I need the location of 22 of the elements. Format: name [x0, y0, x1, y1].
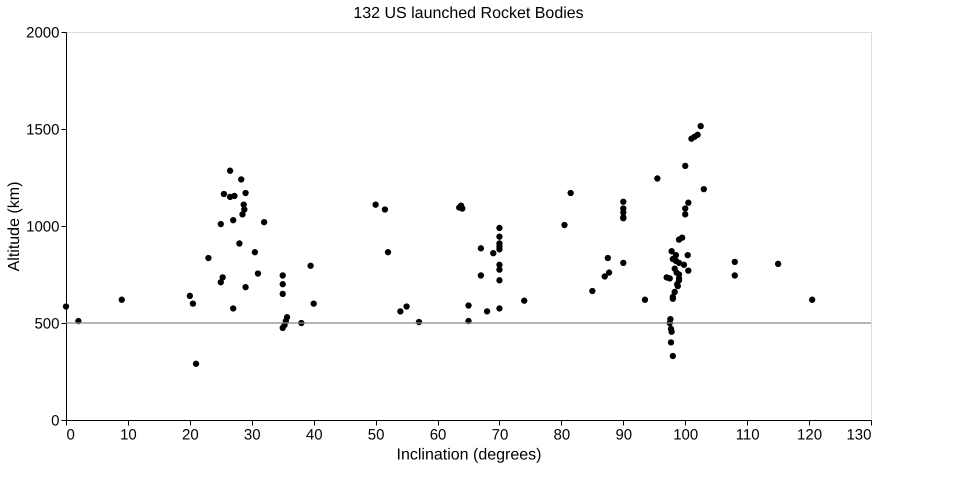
x-tick-label: 0	[66, 426, 75, 444]
x-tick-label: 100	[673, 426, 698, 444]
x-tick-label: 30	[244, 426, 261, 444]
y-tick-label: 0	[51, 412, 60, 430]
y-tick-label: 1000	[26, 218, 60, 236]
x-tick-label: 130	[846, 426, 872, 444]
y-tick-label: 1500	[26, 122, 60, 138]
x-tick-label: 50	[368, 426, 384, 444]
y-axis-title: Altitude (km)	[6, 182, 24, 272]
chart-title: 132 US launched Rocket Bodies	[353, 5, 584, 22]
x-tick-label: 90	[615, 426, 632, 444]
x-tick-label: 10	[120, 426, 137, 444]
y-tick-label: 2000	[26, 24, 60, 42]
x-tick-label: 120	[797, 426, 822, 444]
x-tick-label: 40	[306, 426, 323, 444]
x-axis-title: Inclination (degrees)	[396, 446, 542, 464]
x-tick-label: 110	[736, 426, 760, 444]
x-tick-label: 60	[430, 426, 446, 444]
y-tick-label: 500	[34, 316, 60, 332]
x-tick-label: 20	[182, 426, 199, 444]
x-tick-label: 70	[492, 426, 508, 444]
x-tick-label: 80	[554, 426, 570, 444]
